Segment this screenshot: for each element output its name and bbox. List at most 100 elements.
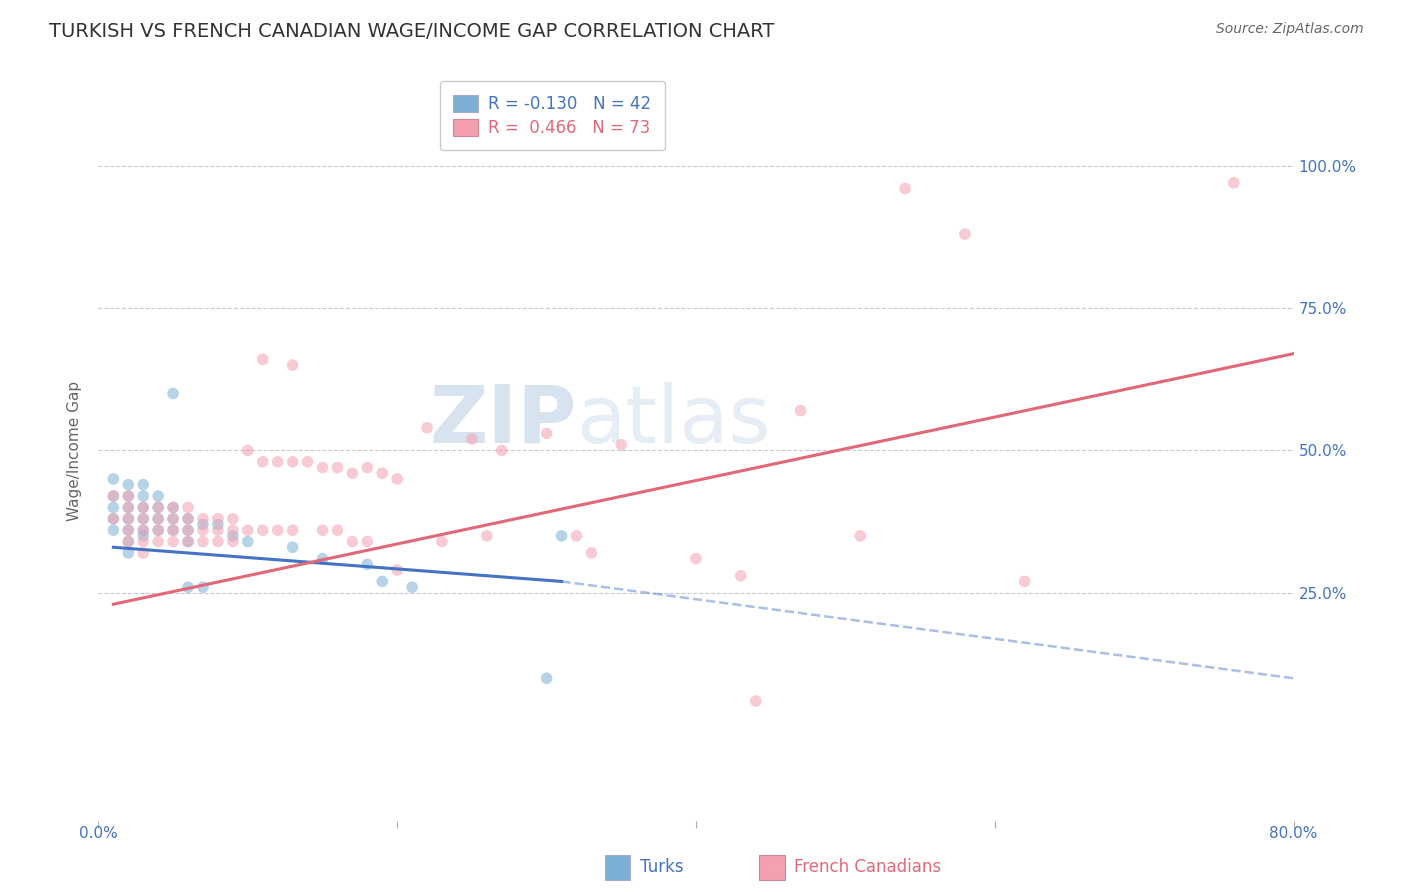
Point [281, 358, 304, 372]
Point [117, 500, 139, 515]
Point [311, 523, 333, 537]
Point [103, 489, 125, 503]
Point [132, 512, 155, 526]
Point [132, 500, 155, 515]
Point [117, 512, 139, 526]
Point [385, 472, 409, 486]
Point [356, 558, 378, 572]
Point [1014, 574, 1036, 589]
Point [385, 563, 409, 577]
Text: Source: ZipAtlas.com: Source: ZipAtlas.com [1216, 22, 1364, 37]
Y-axis label: Wage/Income Gap: Wage/Income Gap [67, 380, 83, 521]
Point [148, 523, 170, 537]
Point [565, 529, 588, 543]
Point [132, 534, 155, 549]
Point [491, 443, 513, 458]
Point [117, 546, 139, 560]
Point [191, 523, 214, 537]
Point [416, 420, 439, 434]
Point [207, 534, 229, 549]
Point [103, 512, 125, 526]
Point [222, 512, 245, 526]
Text: atlas: atlas [576, 382, 770, 460]
Point [132, 500, 155, 515]
Point [148, 489, 170, 503]
Point [371, 574, 394, 589]
Point [148, 500, 170, 515]
Point [297, 455, 319, 469]
Point [103, 523, 125, 537]
Point [132, 546, 155, 560]
Point [132, 489, 155, 503]
Point [236, 443, 259, 458]
Point [132, 529, 155, 543]
Point [267, 455, 290, 469]
Point [162, 512, 184, 526]
Point [117, 489, 139, 503]
Point [103, 500, 125, 515]
Point [894, 181, 917, 195]
Point [162, 534, 184, 549]
Point [117, 512, 139, 526]
Point [252, 523, 274, 537]
Text: 0.0%: 0.0% [79, 826, 118, 841]
Point [326, 460, 349, 475]
Legend: R = -0.130   N = 42, R =  0.466   N = 73: R = -0.130 N = 42, R = 0.466 N = 73 [440, 81, 665, 150]
Point [1223, 176, 1246, 190]
Point [148, 534, 170, 549]
Point [177, 500, 200, 515]
Point [222, 534, 245, 549]
Point [730, 568, 752, 582]
Point [745, 694, 768, 708]
Point [191, 580, 214, 594]
Point [177, 523, 200, 537]
Point [191, 534, 214, 549]
Point [132, 477, 155, 491]
Point [953, 227, 976, 241]
Point [311, 460, 333, 475]
Point [162, 523, 184, 537]
Point [162, 523, 184, 537]
Point [236, 523, 259, 537]
Point [475, 529, 498, 543]
Point [177, 512, 200, 526]
Point [117, 500, 139, 515]
Point [207, 523, 229, 537]
Point [103, 472, 125, 486]
Point [162, 500, 184, 515]
Point [148, 512, 170, 526]
Point [581, 546, 603, 560]
Point [371, 467, 394, 481]
Point [148, 500, 170, 515]
Point [685, 551, 707, 566]
Point [132, 523, 155, 537]
Point [342, 467, 364, 481]
Point [132, 512, 155, 526]
Point [789, 403, 811, 417]
Point [207, 512, 229, 526]
Point [117, 523, 139, 537]
Point [207, 517, 229, 532]
Point [281, 541, 304, 555]
Point [103, 489, 125, 503]
Point [536, 671, 558, 685]
Point [326, 523, 349, 537]
Point [849, 529, 872, 543]
Point [117, 534, 139, 549]
Point [252, 455, 274, 469]
Point [162, 386, 184, 401]
Point [177, 512, 200, 526]
Point [311, 551, 333, 566]
Point [356, 460, 378, 475]
Point [117, 489, 139, 503]
Point [148, 523, 170, 537]
Point [148, 512, 170, 526]
Point [536, 426, 558, 441]
Text: ZIP: ZIP [429, 382, 576, 460]
Point [177, 523, 200, 537]
Point [236, 534, 259, 549]
Point [281, 455, 304, 469]
Point [222, 529, 245, 543]
Point [610, 438, 633, 452]
Text: Turks: Turks [640, 858, 683, 876]
